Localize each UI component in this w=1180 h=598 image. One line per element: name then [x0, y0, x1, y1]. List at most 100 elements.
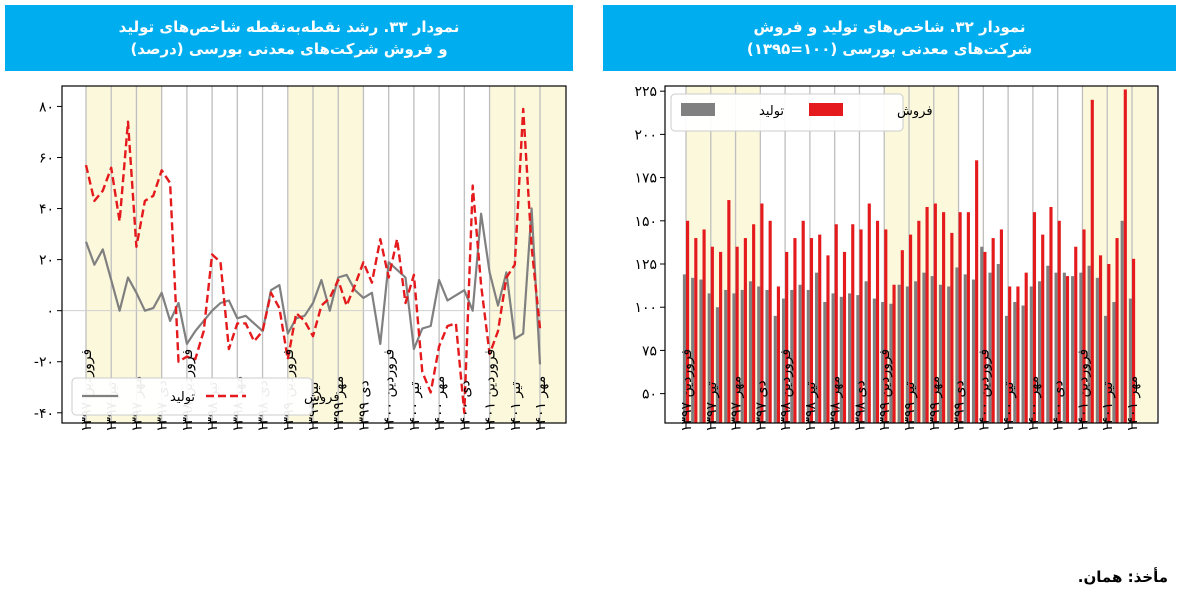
- growth-xtick-label: مهر ۱۴۰۰: [432, 376, 448, 432]
- production-bar: [1046, 265, 1050, 423]
- index-ytick-label: ۱۲۵: [634, 257, 657, 273]
- production-bar: [872, 298, 876, 423]
- sales-bar: [867, 203, 871, 423]
- sales-bar: [776, 286, 780, 423]
- index-xtick-label: تیر ۱۴۰۱: [1100, 382, 1116, 432]
- sales-bar: [991, 238, 995, 423]
- growth-xtick-label: فروردین ۱۴۰۱: [483, 349, 499, 432]
- sales-bar: [1098, 255, 1103, 423]
- index-xtick-label: تیر ۱۳۹۸: [803, 382, 819, 432]
- sales-bar: [950, 232, 954, 423]
- production-bar: [1062, 272, 1066, 423]
- sales-bar: [809, 238, 814, 423]
- growth-xtick-label: دی ۱۳۹۹: [356, 380, 372, 432]
- index-shaded-band: [686, 86, 761, 423]
- legend-production-label: تولید: [759, 104, 784, 119]
- growth-xtick-label: تیر ۱۴۰۰: [407, 382, 423, 432]
- sales-bar: [760, 203, 764, 423]
- sales-bar: [710, 246, 714, 423]
- sales-bar: [702, 229, 706, 423]
- sales-bar: [942, 212, 946, 423]
- growth-ytick-label: -۴۰: [34, 406, 54, 422]
- growth-shaded-band: [86, 86, 162, 423]
- growth-legend: [71, 377, 313, 416]
- index-xtick-label: تیر ۱۳۹۹: [902, 382, 918, 432]
- production-bar: [831, 293, 835, 423]
- sales-bar: [892, 284, 896, 423]
- production-bar: [988, 272, 992, 423]
- sales-bar: [900, 250, 904, 423]
- chart-32-title-line-2: شرکت‌های معدنی بورسی (۱۰۰=۱۳۹۵): [746, 40, 1033, 58]
- index-xtick-label: تیر ۱۴۰۰: [1001, 382, 1017, 432]
- index-xtick-label: مهر ۱۴۰۰: [1026, 376, 1042, 432]
- production-bar: [971, 279, 976, 423]
- index-legend: [670, 93, 904, 132]
- production-bar: [815, 272, 819, 423]
- production-bar: [1095, 277, 1099, 423]
- sales-bar: [1115, 238, 1119, 423]
- source-note: مأخذ: همان.: [1077, 568, 1168, 586]
- production-bar: [856, 295, 860, 423]
- sales-bar: [851, 224, 855, 423]
- sales-bar: [793, 238, 797, 423]
- growth-ytick-label: ۴۰: [39, 202, 54, 218]
- production-bar: [947, 286, 951, 423]
- production-bar: [773, 315, 777, 423]
- production-bar: [996, 264, 1000, 423]
- production-bar: [691, 277, 695, 423]
- sales-bar: [859, 229, 863, 423]
- production-bar: [889, 303, 893, 423]
- chart-32-title-line-1: نمودار ۳۲. شاخص‌های تولید و فروش: [753, 18, 1026, 36]
- production-bar: [707, 293, 711, 423]
- sales-bar: [694, 238, 698, 423]
- growth-ytick-label: ۰: [46, 304, 54, 320]
- index-xtick-label: مهر ۱۳۹۷: [729, 376, 745, 432]
- production-bar: [955, 267, 959, 423]
- index-xtick-label: تیر ۱۳۹۷: [704, 382, 720, 432]
- growth-xtick-label: فروردین ۱۴۰۰: [382, 349, 398, 432]
- growth-shaded-band: [287, 86, 364, 423]
- sales-bar: [1082, 229, 1086, 423]
- production-bar: [1021, 305, 1025, 423]
- chart-33-title-line-2: و فروش شرکت‌های معدنی بورسی (درصد): [130, 40, 448, 58]
- sales-bar: [1041, 234, 1045, 423]
- sales-bar: [917, 220, 921, 423]
- sales-bar: [933, 203, 937, 423]
- sales-bar: [818, 234, 822, 423]
- sales-bar: [768, 220, 772, 423]
- chart-32-header: نمودار ۳۲. شاخص‌های تولید و فروش شرکت‌ها…: [603, 5, 1176, 71]
- growth-xtick-label: مهر ۱۳۹۹: [331, 376, 347, 432]
- sales-bar: [834, 224, 838, 423]
- production-bar: [798, 284, 802, 423]
- sales-bar: [686, 220, 690, 423]
- production-bar: [781, 298, 786, 423]
- growth-ytick-label: ۶۰: [39, 150, 54, 166]
- sales-bar: [1032, 212, 1037, 423]
- production-bar: [922, 272, 926, 423]
- production-bar: [1120, 220, 1124, 423]
- production-bar: [938, 284, 943, 423]
- index-xtick-label: دی ۱۳۹۸: [852, 380, 868, 432]
- growth-ytick-label: -۲۰: [34, 355, 54, 371]
- production-bar: [823, 302, 827, 423]
- production-bar: [790, 289, 794, 423]
- production-bar: [848, 293, 852, 423]
- sales-bar: [1065, 276, 1070, 423]
- sales-bar: [826, 255, 830, 423]
- sales-bar: [958, 212, 962, 423]
- production-line: [84, 207, 542, 365]
- chart-33-title-line-1: نمودار ۳۳. رشد نقطه‌به‌نقطه شاخص‌های تول…: [118, 18, 460, 36]
- sales-bar: [975, 160, 979, 424]
- legend-production-swatch: [681, 103, 715, 116]
- index-xtick-label: فروردین ۱۳۹۷: [679, 349, 695, 432]
- sales-bar: [735, 246, 739, 423]
- sales-bar: [801, 220, 805, 423]
- index-ytick-label: ۱۵۰: [634, 214, 657, 230]
- production-bar: [1104, 315, 1108, 423]
- production-bar: [1079, 272, 1083, 423]
- growth-ytick-label: ۲۰: [39, 253, 54, 269]
- production-bar: [980, 246, 984, 423]
- production-bar: [732, 293, 736, 423]
- sales-bar: [842, 251, 847, 423]
